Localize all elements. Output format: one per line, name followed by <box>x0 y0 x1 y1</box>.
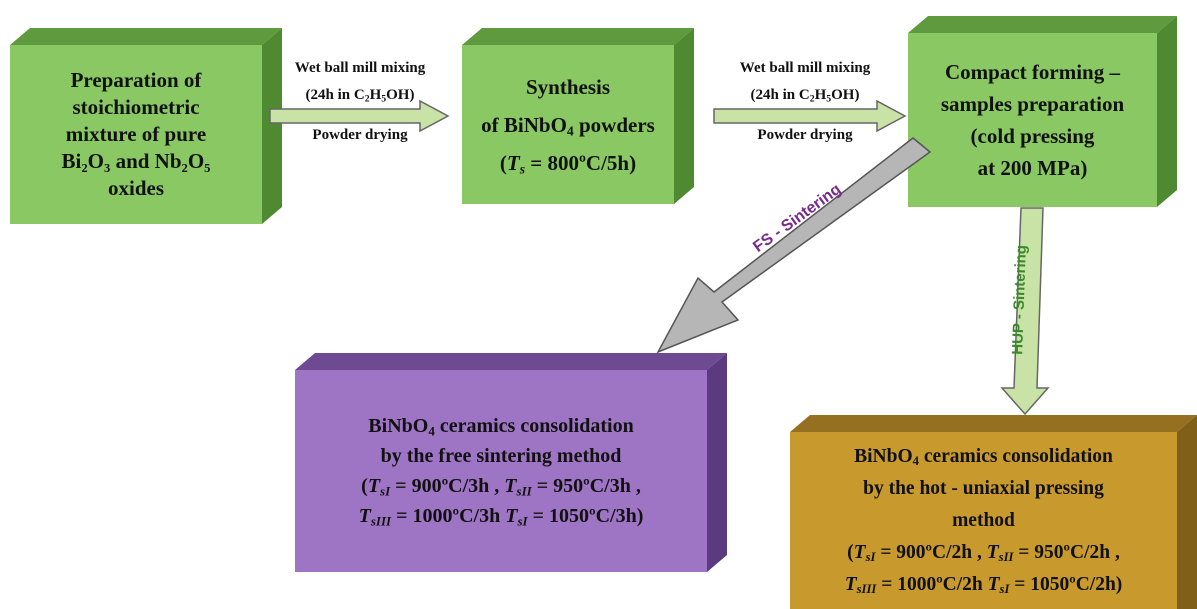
temperature-value: = 1000ºC/3h <box>391 505 506 527</box>
arrow-hup-sintering <box>1000 207 1050 416</box>
preparation-line: Preparation of <box>70 68 202 92</box>
synthesis-text: Synthesis of BiNbO4 powders (Ts = 800ºC/… <box>462 45 674 204</box>
box-synthesis <box>462 28 694 204</box>
hot-pressing-temps-2: TsIII = 1000ºC/2h TsI = 1050ºC/2h) <box>844 573 1123 596</box>
temperature-value: = 1050ºC/2h) <box>1009 573 1123 595</box>
solvent-text: H <box>814 87 827 103</box>
hot-pressing-text: BiNbO4 ceramics consolidation by the hot… <box>786 432 1181 609</box>
arrow1-label-top: Wet ball mill mixing <box>294 60 426 76</box>
synthesis-product-word: powders <box>573 112 655 137</box>
free-sintering-text: BiNbO4 ceramics consolidation by the fre… <box>295 370 707 572</box>
compact-line: at 200 MPa) <box>977 156 1088 180</box>
compact-forming-text: Compact forming – samples preparation (c… <box>908 33 1157 207</box>
subscript: sI <box>999 581 1010 596</box>
arrow-fs-sintering <box>656 137 932 354</box>
hot-pressing-temps-1: (TsI = 900ºC/2h , TsII = 950ºC/2h , <box>847 541 1120 564</box>
hup-sintering-label: HUP - Sintering <box>1009 245 1030 355</box>
formula: BiNbO <box>854 445 913 467</box>
arrow2-label-top: Wet ball mill mixing <box>739 60 871 76</box>
subscript: sII <box>516 483 532 499</box>
subscript: 4 <box>912 453 919 468</box>
subscript: 5 <box>381 93 387 105</box>
arrow2-label-solvent: (24h in C2H5OH) <box>705 87 905 104</box>
subscript: sIII <box>856 581 877 596</box>
preparation-line: oxides <box>107 176 164 200</box>
compact-line: (cold pressing <box>970 124 1095 148</box>
hot-pressing-method-2: method <box>952 509 1015 531</box>
solvent-text: (24h in C <box>750 87 810 103</box>
preparation-line: Bi₂O₃ and Nb₂O₅ <box>61 149 211 173</box>
subscript: s <box>519 160 526 176</box>
compact-line: Compact forming – <box>945 60 1120 84</box>
free-sintering-title: BiNbO4 ceramics consolidation <box>359 411 644 441</box>
subscript: sIII <box>370 513 392 529</box>
box-preparation <box>10 28 282 224</box>
subscript: 2 <box>364 93 370 105</box>
temperature-value: = 950ºC/3h , <box>531 475 641 497</box>
formula: BiNbO <box>368 415 429 437</box>
free-sintering-method: by the free sintering method <box>380 445 622 467</box>
compact-line: samples preparation <box>940 92 1125 116</box>
preparation-text: Preparation of stoichiometric mixture of… <box>10 45 262 224</box>
synthesis-title: Synthesis <box>525 74 611 99</box>
arrow-mixing-1 <box>269 99 450 133</box>
hot-pressing-title-rest: ceramics consolidation <box>918 445 1113 467</box>
temperature-value: = 950ºC/2h , <box>1013 541 1120 563</box>
synthesis-temperature: (Ts = 800ºC/5h) <box>481 144 655 182</box>
temperature-value: = 1000ºC/2h <box>876 573 988 595</box>
temperature-symbol: T <box>506 150 520 175</box>
solvent-text: OH) <box>831 87 860 103</box>
box-hot-pressing <box>790 415 1197 609</box>
arrow1-label-solvent: (24h in C2H5OH) <box>262 87 458 104</box>
preparation-line: stoichiometric <box>72 95 200 119</box>
free-sintering-temps-2: TsIII = 1000ºC/3h TsI = 1050ºC/3h) <box>358 505 644 529</box>
preparation-line: mixture of pure <box>65 122 207 146</box>
box-free-sintering <box>295 353 727 572</box>
arrow2-label-bottom: Powder drying <box>757 127 853 143</box>
synthesis-product: of BiNbO4 powders <box>481 106 655 144</box>
solvent-text: H <box>369 87 382 103</box>
temperature-value: = 800ºC/5h) <box>525 150 637 175</box>
temperature-value: = 900ºC/3h , <box>390 475 505 497</box>
subscript: 4 <box>566 122 574 138</box>
arrow-mixing-2 <box>713 99 907 133</box>
subscript: 5 <box>826 93 832 105</box>
subscript: sI <box>865 549 876 564</box>
free-sintering-temps-1: (TsI = 900ºC/3h , TsII = 950ºC/3h , <box>361 475 641 499</box>
hot-pressing-method: by the hot - uniaxial pressing <box>863 477 1104 499</box>
free-sintering-title-rest: ceramics consolidation <box>434 415 634 437</box>
temperature-value: = 1050ºC/3h) <box>527 505 644 527</box>
paren: ( <box>499 150 507 175</box>
solvent-text: (24h in C <box>305 87 365 103</box>
subscript: sI <box>380 483 391 499</box>
subscript: sII <box>998 549 1014 564</box>
solvent-text: OH) <box>386 87 415 103</box>
arrow1-label-bottom: Powder drying <box>312 127 408 143</box>
temperature-value: = 900ºC/2h , <box>875 541 987 563</box>
hot-pressing-title: BiNbO4 ceramics consolidation <box>845 441 1123 473</box>
synthesis-product-formula: of BiNbO <box>481 112 567 137</box>
subscript: sI <box>517 513 528 529</box>
subscript: 2 <box>809 93 815 105</box>
subscript: 4 <box>428 423 435 439</box>
box-compact-forming <box>908 16 1177 207</box>
